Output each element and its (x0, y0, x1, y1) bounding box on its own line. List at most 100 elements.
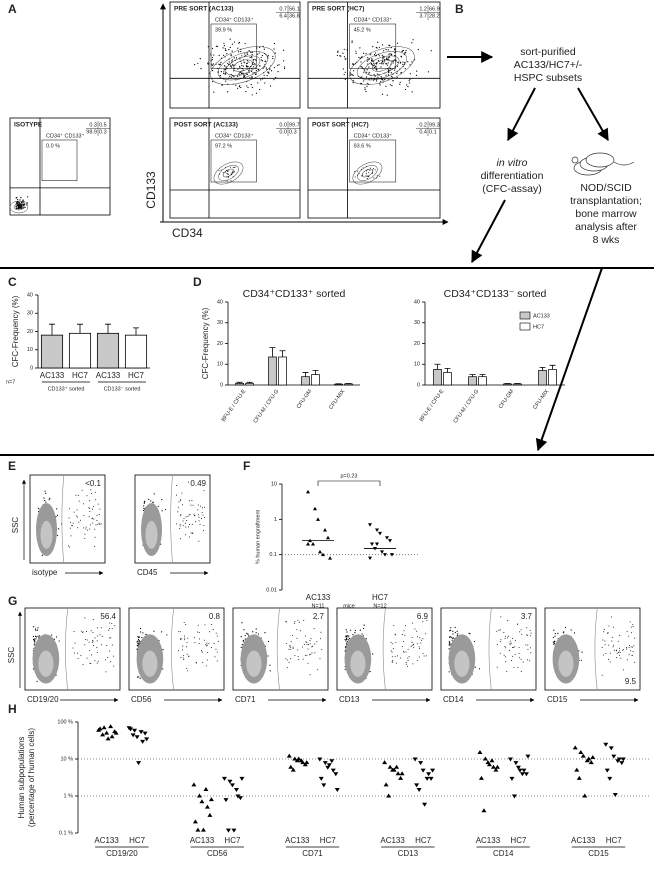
event-dot (230, 54, 232, 56)
event-dot (389, 84, 392, 86)
gate (349, 139, 397, 183)
event-dot (503, 632, 505, 634)
event-dot (142, 632, 144, 634)
event-dot (368, 58, 370, 60)
event-dot (226, 53, 228, 55)
event-dot (240, 72, 243, 74)
event-dot (94, 660, 96, 662)
event-dot (213, 91, 215, 93)
event-dot (143, 505, 145, 507)
event-dot (383, 61, 385, 63)
event-dot (521, 633, 523, 635)
point (239, 776, 245, 781)
x-tick-label: BFU-E / CFU-E (221, 388, 248, 423)
point (195, 827, 201, 832)
event-dot (359, 47, 361, 49)
event-dot (529, 635, 531, 637)
event-dot (507, 635, 509, 637)
event-dot (138, 641, 140, 643)
point (477, 749, 483, 754)
point (286, 753, 292, 758)
event-dot (352, 79, 354, 82)
event-dot (230, 166, 232, 168)
event-dot (392, 80, 394, 82)
event-dot (212, 70, 214, 72)
point (611, 754, 617, 759)
event-dot (211, 64, 213, 66)
event-dot (254, 63, 256, 65)
event-dot (269, 85, 272, 87)
event-dot (222, 47, 224, 49)
event-dot (409, 78, 411, 80)
event-dot (246, 73, 248, 75)
event-dot (194, 514, 196, 516)
event-dot (344, 646, 347, 648)
event-dot (526, 634, 528, 636)
event-dot (82, 663, 84, 665)
point (574, 767, 580, 772)
point (412, 757, 418, 762)
event-dot (407, 86, 409, 88)
point (578, 749, 584, 754)
event-dot (291, 634, 293, 636)
event-dot (161, 510, 163, 512)
event-dot (382, 50, 385, 52)
event-dot (363, 624, 365, 626)
event-dot (260, 56, 262, 59)
point (302, 762, 308, 767)
event-dot (457, 633, 459, 635)
event-dot (310, 653, 312, 655)
event-dot (191, 500, 193, 502)
point (387, 764, 393, 769)
event-dot (616, 649, 618, 651)
contour (372, 59, 392, 72)
chart-title: CD34⁺CD133⁻ sorted (444, 288, 547, 300)
event-dot (427, 71, 430, 73)
event-dot (94, 528, 96, 530)
density (40, 520, 53, 549)
event-dot (269, 69, 271, 71)
event-dot (243, 75, 246, 78)
event-dot (251, 76, 253, 78)
event-dot (292, 647, 294, 649)
event-dot (287, 659, 289, 661)
event-dot (390, 53, 393, 55)
event-dot (387, 49, 389, 51)
event-dot (339, 55, 341, 57)
event-dot (237, 87, 239, 89)
event-dot (399, 81, 401, 83)
y-tick-label: 40 (217, 299, 223, 305)
event-dot (611, 640, 613, 642)
event-dot (394, 59, 396, 61)
error-bar (77, 323, 83, 334)
point (511, 794, 517, 799)
point (390, 553, 394, 557)
contour (349, 46, 415, 85)
event-dot (309, 674, 311, 676)
event-dot (250, 56, 253, 58)
text-invitro: in vitro (497, 157, 528, 169)
event-dot (628, 646, 630, 648)
event-dot (391, 60, 393, 62)
event-dot (396, 65, 399, 67)
event-dot (452, 637, 455, 639)
event-dot (15, 201, 18, 203)
point (519, 772, 525, 777)
event-dot (179, 631, 181, 633)
event-dot (18, 205, 20, 207)
point (105, 736, 111, 741)
gate (210, 23, 257, 69)
event-dot (296, 637, 298, 639)
event-dot (382, 63, 384, 65)
event-dot (182, 649, 184, 651)
event-dot (403, 630, 405, 632)
event-dot (231, 172, 233, 174)
event-dot (179, 525, 181, 527)
event-dot (220, 169, 222, 171)
event-dot (377, 60, 380, 62)
quadrant-value: 0.3 (289, 129, 297, 135)
significance-bracket (317, 480, 381, 486)
event-dot (275, 77, 277, 79)
event-dot (259, 88, 261, 91)
event-dot (232, 65, 234, 67)
